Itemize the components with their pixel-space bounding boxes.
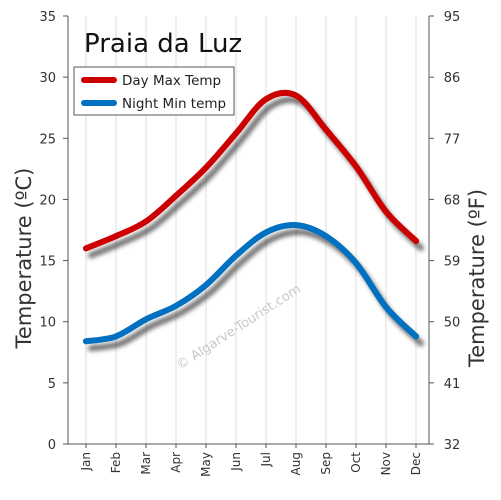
left-y-ticks: 0 5 10 15 20 25 30 35: [39, 10, 68, 453]
right-tick-label: 77: [444, 132, 461, 147]
data-point-day-max-oct: [353, 163, 359, 170]
data-point-night-min-feb: [113, 333, 119, 340]
x-tick-label-aug: Aug: [289, 452, 303, 475]
x-tick-label-dec: Dec: [409, 452, 423, 475]
data-point-day-max-jan: [83, 245, 89, 252]
data-point-day-max-aug: [293, 92, 299, 99]
legend-box: [73, 66, 235, 116]
data-point-night-min-mar: [143, 316, 149, 323]
data-point-night-min-jun: [233, 252, 239, 259]
series-line-day-max: [83, 89, 419, 252]
data-point-day-max-dec: [413, 238, 419, 245]
left-tick-label: 15: [39, 255, 56, 270]
right-tick-label: 59: [444, 255, 461, 270]
data-point-day-max-sep: [323, 126, 329, 133]
legend: Day Max Temp Night Min temp: [73, 66, 235, 116]
data-point-day-max-apr: [173, 192, 179, 199]
right-tick-label: 68: [444, 193, 461, 208]
right-y-ticks: 32 41 50 59 68 77 86 95: [429, 10, 460, 453]
chart-title: Praia da Luz: [84, 29, 242, 59]
right-tick-label: 41: [444, 377, 461, 392]
data-point-day-max-mar: [143, 218, 149, 225]
data-point-day-max-jul: [263, 96, 269, 103]
plot-area: [67, 16, 430, 445]
data-point-day-max-feb: [113, 233, 119, 240]
left-tick-label: 10: [39, 316, 56, 331]
right-tick-label: 32: [444, 438, 461, 453]
data-point-day-max-jun: [233, 130, 239, 137]
x-tick-label-nov: Nov: [379, 452, 393, 475]
y-axis-title-fahrenheit: Temperature (ºF): [465, 189, 489, 368]
data-point-night-min-nov: [383, 304, 389, 311]
data-point-day-max-may: [203, 164, 209, 171]
legend-label-night-min: Night Min temp: [122, 96, 226, 112]
right-tick-label: 50: [444, 316, 461, 331]
left-tick-label: 20: [39, 193, 56, 208]
data-point-night-min-jul: [263, 229, 269, 236]
left-tick-label: 35: [39, 10, 56, 25]
data-point-night-min-apr: [173, 302, 179, 309]
x-tick-label-feb: Feb: [109, 452, 123, 473]
data-point-day-max-nov: [383, 208, 389, 215]
x-tick-label-may: May: [199, 452, 213, 477]
x-tick-label-jul: Jul: [259, 452, 273, 467]
data-point-night-min-sep: [323, 233, 329, 240]
data-point-night-min-dec: [413, 333, 419, 340]
right-tick-label: 95: [444, 10, 461, 25]
left-tick-label: 0: [48, 438, 56, 453]
y-axis-title-celsius: Temperature (ºC): [12, 168, 36, 350]
x-tick-label-mar: Mar: [139, 452, 153, 475]
left-tick-label: 30: [39, 71, 56, 86]
x-tick-label-jan: Jan: [79, 452, 93, 472]
left-tick-label: 5: [48, 377, 56, 392]
left-tick-label: 25: [39, 132, 56, 147]
data-point-night-min-aug: [293, 222, 299, 229]
legend-label-day-max: Day Max Temp: [122, 73, 221, 89]
x-ticks: Jan Feb Mar Apr May Jun Jul Aug Sep Oct Nov Dec: [79, 444, 423, 477]
data-point-night-min-may: [203, 282, 209, 289]
x-tick-label-jun: Jun: [229, 452, 243, 472]
right-tick-label: 86: [444, 71, 461, 86]
data-point-night-min-jan: [83, 338, 89, 345]
x-tick-label-apr: Apr: [169, 452, 183, 473]
series-shadow-day-max: [88, 96, 424, 259]
x-tick-label-sep: Sep: [319, 452, 333, 475]
series-layer: [83, 89, 424, 352]
data-point-night-min-oct: [353, 260, 359, 267]
x-tick-label-oct: Oct: [349, 452, 363, 473]
